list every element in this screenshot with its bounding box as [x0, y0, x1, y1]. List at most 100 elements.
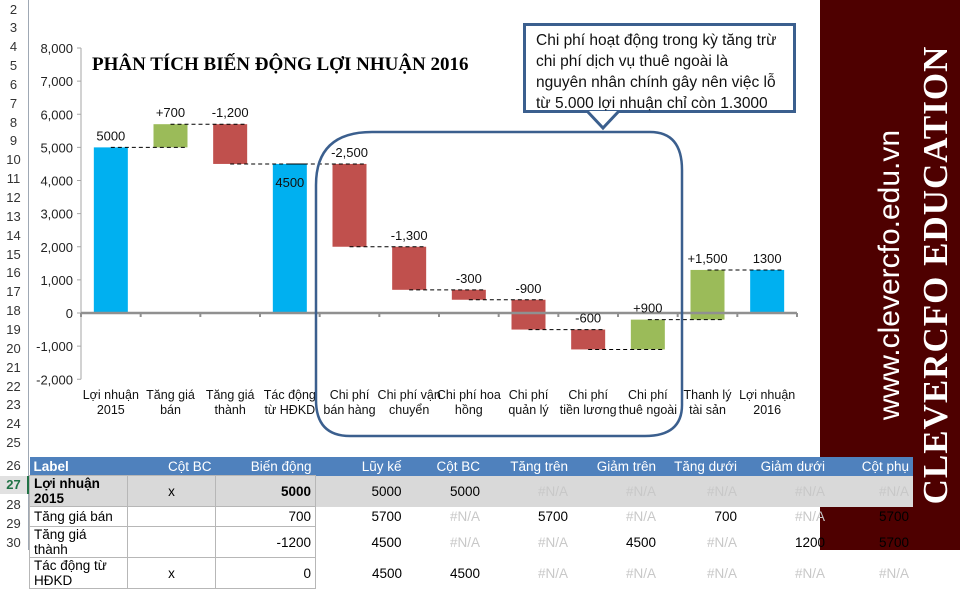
row-header[interactable]: 15	[6, 246, 21, 262]
table-cell[interactable]: #N/A	[537, 534, 568, 550]
category-label: 2016	[753, 403, 781, 417]
row-header[interactable]: 23	[6, 397, 21, 413]
row-header[interactable]: 16	[6, 265, 21, 281]
category-label: Chi phí	[568, 388, 608, 402]
annotation-callout: Chi phí hoạt động trong kỳ tăng trừ chi …	[523, 23, 796, 113]
table-cell[interactable]: 4500	[371, 565, 402, 581]
row-header[interactable]: 19	[6, 321, 21, 337]
table-cell[interactable]: -1200	[215, 526, 316, 558]
table-cell[interactable]: #N/A	[572, 475, 660, 507]
row-header[interactable]: 25	[6, 435, 21, 451]
category-label: Chi phí vận	[378, 388, 441, 402]
row-header[interactable]: 3	[9, 20, 18, 36]
column-header[interactable]: Cột BC	[406, 457, 484, 476]
column-header[interactable]: Cột BC	[127, 457, 216, 476]
table-cell[interactable]	[127, 506, 216, 527]
row-header[interactable]: 28	[6, 496, 21, 512]
table-cell[interactable]: #N/A	[625, 565, 656, 581]
category-label: Lợi nhuận	[83, 388, 139, 402]
bar-increase	[153, 124, 188, 148]
table-cell[interactable]: Lợi nhuận 2015	[29, 475, 128, 507]
table-cell[interactable]: #N/A	[878, 565, 909, 581]
table-cell[interactable]: #N/A	[794, 509, 825, 524]
table-cell[interactable]: 5700	[878, 509, 909, 524]
table-cell[interactable]: 5000	[215, 475, 316, 507]
table-cell[interactable]	[127, 526, 216, 558]
table-cell[interactable]: 5000	[406, 475, 484, 507]
row-header[interactable]: 6	[9, 76, 18, 92]
category-label: chuyển	[389, 403, 429, 417]
bar-decrease	[451, 289, 486, 300]
row-header[interactable]: 9	[9, 133, 18, 149]
bar-total	[93, 147, 128, 313]
row-header[interactable]: 4	[9, 39, 18, 55]
row-header[interactable]: 11	[6, 171, 21, 187]
table-cell[interactable]: Tăng giá bán	[29, 506, 128, 527]
table-cell[interactable]: #N/A	[706, 565, 737, 581]
row-header[interactable]: 21	[6, 359, 21, 375]
data-label: +900	[633, 301, 662, 316]
table-cell[interactable]: 5000	[315, 475, 406, 507]
row-headers: 2 3 4 5 6 7 8 9 10 11 12 13 14 15 16 17 18 19 20 21 22 23 24 25…	[0, 0, 29, 550]
row-header[interactable]: 26	[6, 458, 21, 473]
row-header[interactable]: 22	[6, 378, 21, 394]
table-cell[interactable]: #N/A	[537, 565, 568, 581]
row-header[interactable]: 29	[6, 515, 21, 531]
table-cell[interactable]: 700	[714, 509, 737, 524]
table-cell[interactable]: #N/A	[484, 475, 572, 507]
column-header[interactable]: Giảm dưới	[741, 457, 829, 476]
table-cell[interactable]: 4500	[449, 565, 480, 581]
table-cell[interactable]: 1200	[794, 534, 825, 550]
row-header[interactable]: 13	[6, 208, 21, 224]
table-row: Tăng giá bán 700 5700 #N/A 5700 #N/A 700 #N/A 57…	[29, 506, 914, 527]
row-header[interactable]: 8	[9, 114, 18, 130]
table-cell[interactable]: #N/A	[625, 509, 656, 524]
column-header[interactable]: Biến động	[215, 457, 316, 476]
category-label: Thanh lý	[684, 388, 733, 402]
row-header[interactable]: 5	[9, 58, 18, 74]
website-url[interactable]: www.clevercfo.edu.vn	[873, 129, 906, 421]
table-cell[interactable]: #N/A	[706, 534, 737, 550]
row-header[interactable]: 30	[6, 535, 21, 551]
column-header[interactable]: Lũy kế	[315, 457, 406, 476]
data-label: 1300	[753, 251, 782, 266]
table-cell[interactable]: 5700	[878, 534, 909, 550]
row-header[interactable]: 2	[9, 1, 18, 17]
table-cell[interactable]: 4500	[625, 534, 656, 550]
table-cell[interactable]: x	[127, 475, 216, 507]
table-cell[interactable]: #N/A	[741, 475, 829, 507]
table-cell[interactable]: Tăng giá thành	[29, 526, 128, 558]
row-header[interactable]: 14	[6, 227, 21, 243]
row-header[interactable]: 27	[0, 476, 29, 495]
row-header[interactable]: 20	[6, 340, 21, 356]
row-header[interactable]: 10	[6, 152, 21, 168]
category-label: tài sản	[689, 403, 726, 417]
table-cell[interactable]: #N/A	[449, 509, 480, 524]
column-header[interactable]: Label	[29, 457, 128, 476]
table-cell[interactable]: #N/A	[829, 475, 913, 507]
row-header[interactable]: 7	[9, 95, 18, 111]
table-cell[interactable]: 4500	[371, 534, 402, 550]
table-cell[interactable]: 0	[215, 557, 316, 589]
column-header[interactable]: Tăng trên	[484, 457, 572, 476]
table-cell[interactable]: Tác động từ HĐKD	[29, 557, 128, 589]
table-cell[interactable]: #N/A	[660, 475, 741, 507]
table-cell[interactable]: #N/A	[449, 534, 480, 550]
row-header[interactable]: 24	[6, 416, 21, 432]
row-header[interactable]: 17	[6, 284, 21, 300]
waterfall-chart: -2,000 -1,000 0 1,000 2,000 3,000 4,000 5,000 6,…	[36, 41, 798, 438]
category-label: Lợi nhuận	[739, 388, 795, 402]
row-header[interactable]: 18	[6, 303, 21, 319]
table-cell[interactable]: x	[127, 557, 216, 589]
column-header[interactable]: Giảm trên	[572, 457, 660, 476]
column-header[interactable]: Tăng dưới	[660, 457, 741, 476]
y-tick-label: 6,000	[40, 107, 73, 122]
table-cell[interactable]: #N/A	[794, 565, 825, 581]
column-header[interactable]: Cột phụ	[829, 457, 913, 476]
table-cell[interactable]: 5700	[371, 509, 402, 524]
table-cell[interactable]: 700	[215, 506, 316, 527]
data-label: -900	[515, 281, 541, 296]
data-label: -1,300	[391, 228, 428, 243]
row-header[interactable]: 12	[6, 190, 21, 205]
table-cell[interactable]: 5700	[537, 509, 568, 524]
